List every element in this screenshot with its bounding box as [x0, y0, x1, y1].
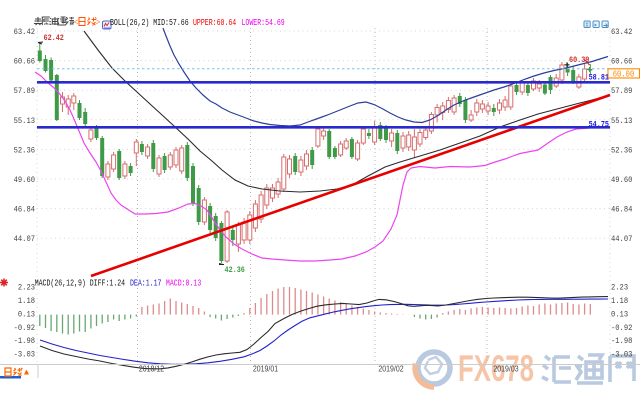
svg-text:2019/03: 2019/03	[493, 364, 518, 374]
svg-text:FX678: FX678	[458, 348, 534, 389]
svg-text:44.07: 44.07	[611, 235, 633, 245]
svg-text:55.13: 55.13	[14, 116, 36, 126]
svg-text:2.23: 2.23	[18, 283, 35, 293]
svg-text:MACD(26,12,9) DIFF:1.24: MACD(26,12,9) DIFF:1.24	[35, 277, 126, 289]
svg-text:60.66: 60.66	[611, 57, 633, 67]
svg-text:58.81: 58.81	[589, 74, 610, 83]
svg-text:57.89: 57.89	[611, 87, 633, 97]
svg-text:46.84: 46.84	[611, 205, 633, 215]
svg-text:2019/01: 2019/01	[253, 364, 278, 374]
svg-text:60.66: 60.66	[14, 57, 36, 67]
svg-text:49.60: 49.60	[14, 176, 36, 186]
svg-text:UPPER:60.64: UPPER:60.64	[193, 18, 236, 28]
svg-text:-1.98: -1.98	[611, 337, 633, 347]
svg-text:60.39: 60.39	[569, 56, 590, 65]
svg-text:>: >	[96, 17, 101, 27]
svg-text:63.42: 63.42	[14, 28, 36, 38]
svg-text:<: <	[74, 17, 79, 27]
svg-text:46.84: 46.84	[14, 205, 36, 215]
svg-text:0.13: 0.13	[611, 310, 628, 320]
svg-text:1.18: 1.18	[18, 297, 35, 307]
svg-text:-0.92: -0.92	[611, 323, 633, 333]
svg-text:49.60: 49.60	[611, 176, 633, 186]
svg-text:0.13: 0.13	[18, 310, 35, 320]
svg-text:MACD:0.13: MACD:0.13	[166, 279, 201, 289]
svg-text:DEA:1.17: DEA:1.17	[130, 279, 162, 289]
svg-text:62.42: 62.42	[44, 34, 65, 43]
svg-text:2.23: 2.23	[611, 283, 628, 293]
svg-text:42.36: 42.36	[225, 266, 246, 275]
svg-text:52.36: 52.36	[611, 146, 633, 156]
svg-text:55.13: 55.13	[611, 116, 633, 126]
svg-text:52.36: 52.36	[14, 146, 36, 156]
svg-text:2018/12: 2018/12	[139, 364, 164, 374]
svg-text:-3.03: -3.03	[611, 350, 633, 360]
svg-text:57.89: 57.89	[14, 87, 36, 97]
svg-text:1.18: 1.18	[611, 297, 628, 307]
svg-text:63.42: 63.42	[611, 28, 633, 38]
svg-text:LOWER:54.69: LOWER:54.69	[242, 18, 285, 28]
svg-text:-1.98: -1.98	[14, 337, 36, 347]
svg-text:-3.03: -3.03	[14, 350, 36, 360]
svg-text:60.00: 60.00	[613, 70, 635, 80]
svg-text:44.07: 44.07	[14, 235, 36, 245]
svg-text:54.75: 54.75	[589, 121, 610, 130]
svg-text:2019/02: 2019/02	[378, 364, 403, 374]
svg-text:BOLL(26,2) MID:57.66: BOLL(26,2) MID:57.66	[110, 17, 189, 29]
svg-text:-0.92: -0.92	[14, 323, 36, 333]
